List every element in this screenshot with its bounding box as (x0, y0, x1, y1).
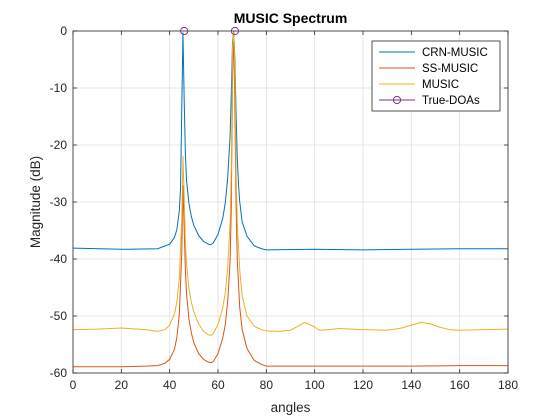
y-axis-label: Magnitude (dB) (28, 156, 43, 248)
legend-label-music: MUSIC (422, 79, 459, 91)
y-tick-label: 0 (60, 24, 67, 38)
y-tick-label: -60 (50, 366, 68, 380)
true-doas-marker (230, 26, 240, 36)
x-tick-label: 180 (498, 378, 518, 392)
markers-layer (180, 26, 240, 36)
x-tick-label: 40 (163, 378, 177, 392)
y-tick-label: -30 (50, 195, 68, 209)
y-tick-label: -20 (50, 138, 68, 152)
true-doas-marker (180, 26, 189, 36)
legend-label-crn-music: CRN-MUSIC (422, 47, 488, 59)
music-line (73, 31, 508, 336)
y-tick-label: -40 (50, 252, 68, 266)
crn-music-line (73, 31, 508, 251)
tick-marks (72, 30, 509, 374)
y-tick-label: -10 (50, 81, 68, 95)
legend-label-ss-music: SS-MUSIC (422, 63, 478, 75)
x-tick-label: 80 (260, 378, 274, 392)
x-tick-label: 160 (450, 378, 470, 392)
x-tick-label: 120 (353, 378, 373, 392)
legend-marker-true-doas (392, 95, 402, 105)
legend: CRN-MUSIC SS-MUSIC MUSIC True-DOAs (371, 40, 501, 112)
x-tick-label: 60 (211, 378, 225, 392)
x-tick-label: 0 (70, 378, 77, 392)
ss-music-line (73, 31, 508, 368)
x-axis-label: angles (271, 400, 311, 415)
y-tick-label: -50 (50, 309, 68, 323)
series-layer (73, 31, 508, 368)
chart-title: MUSIC Spectrum (234, 10, 348, 26)
legend-label-true-doas: True-DOAs (422, 95, 480, 107)
x-tick-labels: 0 20 40 60 80 100 120 140 160 180 (70, 378, 519, 392)
y-tick-labels: 0 -10 -20 -30 -40 -50 -60 (50, 24, 68, 380)
x-tick-label: 100 (305, 378, 325, 392)
x-tick-label: 20 (115, 378, 129, 392)
x-tick-label: 140 (401, 378, 421, 392)
